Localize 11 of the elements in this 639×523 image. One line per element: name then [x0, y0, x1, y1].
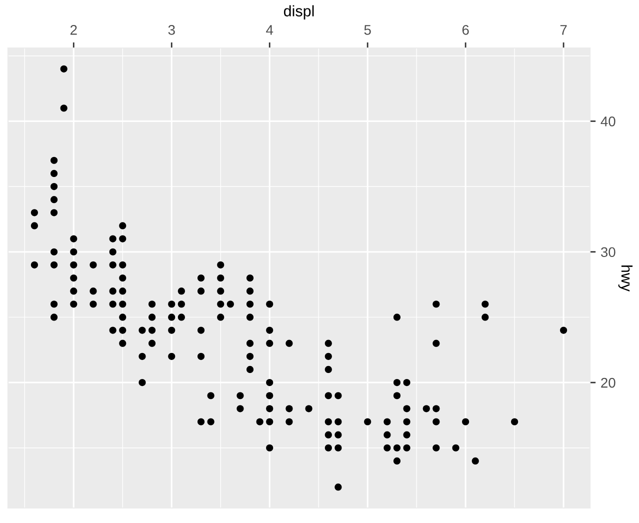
x-tick-label: 7: [560, 25, 567, 35]
x-tick-label: 3: [168, 25, 175, 35]
y-axis-title: hwy: [618, 265, 633, 292]
x-tick-label: 2: [70, 25, 77, 35]
x-tick-label: 4: [266, 25, 274, 35]
y-tick-label: 30: [600, 247, 616, 258]
y-tick-label: 40: [600, 116, 616, 126]
y-tick-label: 20: [601, 378, 616, 388]
x-axis-title: displ: [284, 5, 314, 20]
x-tick-label: 5: [364, 25, 371, 35]
x-tick-label: 6: [462, 25, 469, 35]
